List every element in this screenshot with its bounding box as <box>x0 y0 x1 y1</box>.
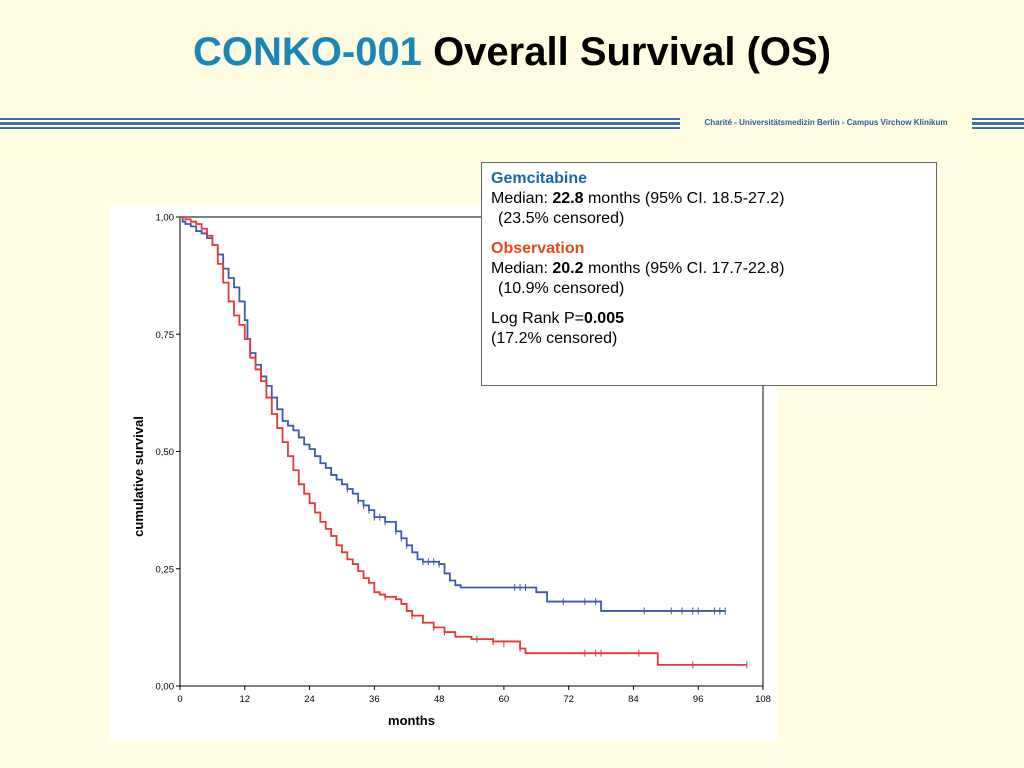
header-rule-line <box>972 127 1024 129</box>
y-tick-label: 0,50 <box>156 447 175 458</box>
y-tick-label: 0,25 <box>156 564 175 575</box>
legend-gemcitabine-median: Median: 22.8 months (95% CI. 18.5-27.2) <box>491 189 927 209</box>
title-main: Overall Survival (OS) <box>433 30 832 74</box>
header-rule-line <box>0 122 680 125</box>
x-tick-label: 48 <box>434 694 445 705</box>
y-tick-label: 0,00 <box>156 682 175 693</box>
x-tick-label: 36 <box>369 694 380 705</box>
header-rule-line <box>0 127 680 129</box>
title-accent: CONKO-001 <box>192 30 422 74</box>
x-tick-label: 12 <box>239 694 250 705</box>
y-tick-label: 0,75 <box>156 330 175 341</box>
legend-observation-censored: (10.9% censored) <box>498 280 625 297</box>
median-prefix: Median: <box>491 260 553 277</box>
x-tick-label: 0 <box>177 694 182 705</box>
legend-box: Gemcitabine Median: 22.8 months (95% CI.… <box>481 162 937 386</box>
series-line-1 <box>180 216 747 666</box>
y-tick-label: 1,00 <box>156 213 175 224</box>
median-value: 20.2 <box>552 260 584 277</box>
x-tick-label: 84 <box>628 694 639 705</box>
y-axis-label: cumulative survival <box>131 416 146 537</box>
header-rule-line <box>972 122 1024 125</box>
x-axis-label: months <box>388 713 435 728</box>
median-suffix: months (95% CI. 18.5-27.2) <box>583 190 785 207</box>
legend-observation-median: Median: 20.2 months (95% CI. 17.7-22.8) <box>491 259 927 279</box>
legend-gemcitabine-censored: (23.5% censored) <box>498 210 625 227</box>
chart-series <box>180 216 748 669</box>
median-value: 22.8 <box>552 190 584 207</box>
x-tick-label: 108 <box>755 694 771 705</box>
logrank-prefix: Log Rank P= <box>491 310 584 327</box>
x-tick-label: 60 <box>499 694 510 705</box>
legend-logrank: Log Rank P=0.005 <box>491 309 927 329</box>
x-tick-label: 72 <box>563 694 574 705</box>
affiliation-text: Charité - Universitätsmedizin Berlin - C… <box>704 118 948 127</box>
survival-chart: 0,00 0,25 0,50 0,75 1,00 0 12 24 36 48 60 72 84 96 108… <box>131 213 771 729</box>
slide-title: CONKO-001 Overall Survival (OS) <box>0 30 1024 75</box>
header-rule-line <box>972 118 1024 120</box>
header-rule <box>0 117 1024 131</box>
legend-observation-name: Observation <box>491 240 585 257</box>
x-tick-label: 24 <box>304 694 315 705</box>
x-tick-label: 96 <box>693 694 704 705</box>
median-prefix: Median: <box>491 190 553 207</box>
header-rule-line <box>0 118 680 120</box>
legend-overall-censored: (17.2% censored) <box>491 330 618 347</box>
logrank-value: 0.005 <box>583 310 624 327</box>
median-suffix: months (95% CI. 17.7-22.8) <box>583 260 785 277</box>
legend-gemcitabine-name: Gemcitabine <box>491 170 588 187</box>
chart-axes: 0,00 0,25 0,50 0,75 1,00 0 12 24 36 48 60 72 84 96 108 <box>156 213 771 706</box>
